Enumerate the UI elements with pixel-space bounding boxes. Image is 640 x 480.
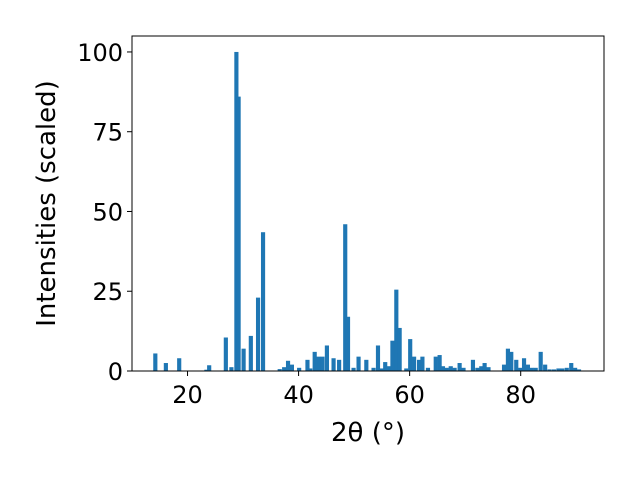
bar: [356, 356, 361, 371]
bar: [236, 96, 241, 372]
bar: [308, 368, 313, 371]
bar: [351, 367, 356, 371]
bar: [475, 367, 480, 371]
y-tick-label: 0: [108, 358, 123, 386]
bar: [457, 363, 462, 371]
bar: [509, 351, 514, 371]
bar: [312, 351, 317, 371]
bar: [343, 224, 348, 371]
bar: [448, 366, 453, 371]
bar-series: [153, 51, 582, 372]
y-axis-label: Intensities (scaled): [32, 80, 62, 327]
bar: [505, 348, 511, 371]
bar: [533, 367, 538, 371]
bar: [440, 366, 446, 371]
bar: [153, 353, 158, 371]
bar: [551, 369, 557, 371]
x-tick-label: 80: [505, 381, 536, 409]
bar: [573, 367, 578, 371]
x-tick-label: 60: [394, 381, 425, 409]
bar: [316, 356, 321, 371]
bar: [547, 369, 552, 371]
bar: [525, 364, 530, 371]
bar: [371, 367, 376, 371]
bar: [320, 356, 325, 371]
bar: [364, 359, 369, 371]
y-tick-label: 50: [92, 198, 123, 226]
bar: [163, 363, 168, 371]
bar: [177, 358, 182, 371]
bar: [390, 340, 395, 371]
bar: [486, 367, 491, 371]
bar: [479, 366, 484, 371]
bar: [394, 289, 399, 371]
bar: [412, 356, 417, 371]
bar: [204, 369, 209, 371]
bar: [444, 367, 449, 371]
bar: [482, 363, 487, 371]
bar: [248, 335, 253, 371]
bar: [433, 356, 438, 371]
bar: [305, 359, 310, 371]
bar: [331, 358, 336, 371]
y-axis-ticks: 0 25 50 75 100: [77, 39, 132, 386]
bar: [397, 327, 402, 371]
bar: [289, 364, 294, 371]
bar: [518, 367, 523, 371]
bar: [337, 359, 342, 371]
bar: [379, 368, 384, 371]
bar: [345, 316, 351, 371]
bar: [514, 359, 519, 371]
bar: [437, 355, 442, 371]
bar: [576, 369, 582, 371]
bar: [501, 364, 507, 371]
bar: [470, 359, 476, 371]
x-axis-ticks: 20 40 60 80: [172, 371, 536, 409]
bar: [285, 360, 291, 371]
y-tick-label: 75: [92, 119, 123, 147]
bar: [207, 365, 212, 371]
bar: [234, 51, 239, 371]
bar: [521, 358, 527, 371]
x-tick-label: 40: [283, 381, 314, 409]
x-axis-label: 2θ (°): [331, 418, 405, 448]
bar: [255, 297, 261, 371]
bar: [417, 359, 422, 371]
plot-frame: [131, 35, 605, 372]
bar: [461, 367, 466, 371]
bar: [324, 345, 329, 371]
x-tick-label: 20: [172, 381, 203, 409]
bar: [556, 368, 561, 371]
bar: [425, 367, 431, 371]
bar: [387, 366, 392, 371]
bar: [282, 367, 287, 371]
y-tick-label: 100: [77, 39, 123, 67]
bar: [375, 345, 381, 371]
y-tick-label: 25: [92, 278, 123, 306]
bar: [420, 356, 425, 371]
bar: [223, 337, 228, 371]
bar: [569, 363, 574, 371]
bar: [452, 367, 457, 371]
bar: [229, 367, 234, 371]
bar: [564, 367, 569, 371]
bar: [241, 348, 246, 371]
bar: [277, 369, 282, 371]
bar: [543, 364, 548, 371]
bar: [260, 232, 266, 371]
bar: [560, 368, 565, 371]
bar: [404, 368, 409, 371]
bar: [529, 367, 534, 371]
bar: [538, 351, 543, 371]
bar: [297, 367, 302, 371]
bar: [383, 362, 388, 371]
bar: [408, 339, 413, 371]
